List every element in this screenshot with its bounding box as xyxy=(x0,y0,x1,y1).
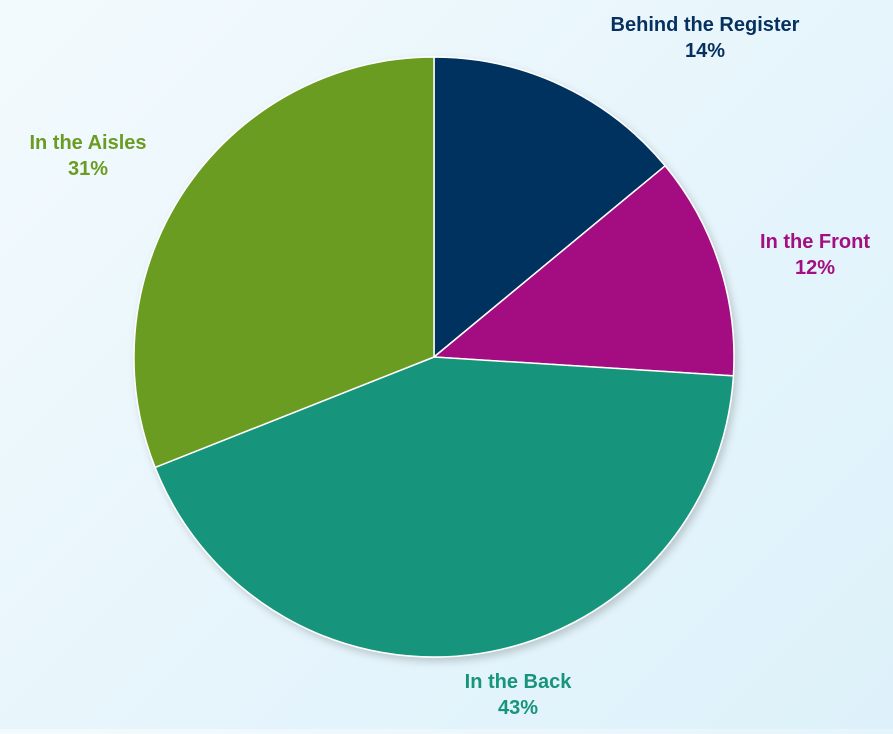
pie-slice-behind-the-register xyxy=(433,56,667,359)
label-value: 12% xyxy=(794,257,836,279)
label-in-the-aisles: In the Aisles 31% xyxy=(29,130,146,182)
label-name: Behind the Register xyxy=(610,14,800,36)
label-name: In the Back xyxy=(464,671,572,693)
label-value: 43% xyxy=(497,697,539,719)
pie-slice-in-the-front xyxy=(432,164,735,377)
label-behind-the-register: Behind the Register 14% xyxy=(611,12,800,64)
label-value: 31% xyxy=(67,158,109,180)
label-in-the-back: In the Back 43% xyxy=(465,669,572,721)
label-in-the-front: In the Front 12% xyxy=(760,229,870,281)
pie-slice-in-the-aisles xyxy=(133,56,435,469)
pie-slice-in-the-back xyxy=(154,356,735,658)
label-value: 14% xyxy=(684,40,726,62)
label-name: In the Front xyxy=(760,231,870,253)
label-name: In the Aisles xyxy=(29,132,147,154)
